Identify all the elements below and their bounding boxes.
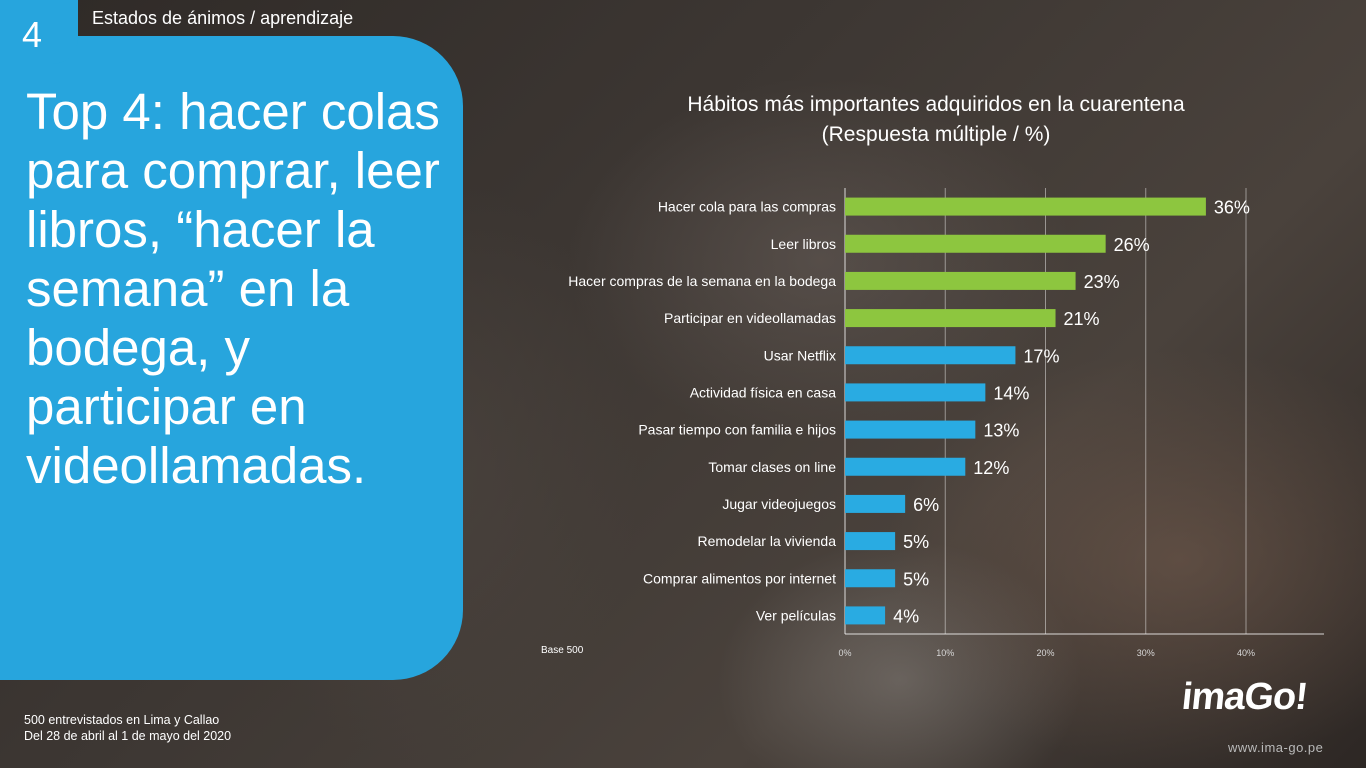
data-label: 13%	[983, 421, 1019, 441]
bar	[845, 271, 1076, 290]
category-label: Jugar videojuegos	[722, 496, 836, 512]
category-label: Comprar alimentos por internet	[643, 570, 836, 586]
imago-logo: imaGo!	[1179, 676, 1310, 718]
base-label: Base 500	[541, 645, 584, 656]
data-label: 23%	[1084, 272, 1120, 292]
data-label: 21%	[1064, 309, 1100, 329]
category-label: Actividad física en casa	[690, 384, 837, 400]
chart-title: Hábitos más importantes adquiridos en la…	[586, 90, 1286, 150]
headline: Top 4: hacer colas para comprar, leer li…	[26, 83, 440, 494]
data-label: 26%	[1114, 235, 1150, 255]
x-tick-label: 30%	[1137, 648, 1155, 658]
data-label: 36%	[1214, 198, 1250, 218]
bar	[845, 234, 1106, 253]
bar	[845, 457, 966, 476]
x-tick-label: 0%	[838, 648, 851, 658]
bar	[845, 532, 896, 551]
category-label: Tomar clases on line	[708, 459, 836, 475]
bar	[845, 420, 976, 439]
data-label: 4%	[893, 606, 919, 626]
bar	[845, 197, 1206, 216]
x-tick-label: 40%	[1237, 648, 1255, 658]
x-tick-label: 20%	[1036, 648, 1054, 658]
data-label: 5%	[903, 569, 929, 589]
category-label: Hacer compras de la semana en la bodega	[568, 273, 836, 289]
headline-panel	[0, 36, 463, 680]
bar	[845, 346, 1016, 365]
website-url: www.ima-go.pe	[1228, 740, 1324, 755]
footnote-dates: Del 28 de abril al 1 de mayo del 2020	[24, 729, 232, 743]
bar	[845, 383, 986, 402]
footnote-sample: 500 entrevistados en Lima y Callao	[24, 713, 220, 727]
x-tick-label: 10%	[936, 648, 954, 658]
category-label: Remodelar la vivienda	[697, 533, 836, 549]
category-label: Hacer cola para las compras	[658, 199, 836, 215]
data-label: 6%	[913, 495, 939, 515]
category-label: Usar Netflix	[764, 347, 836, 363]
bar	[845, 309, 1056, 328]
data-label: 14%	[993, 383, 1029, 403]
chart-title-line2: (Respuesta múltiple / %)	[821, 123, 1051, 146]
bar	[845, 606, 886, 625]
data-label: 12%	[973, 458, 1009, 478]
footnote: 500 entrevistados en Lima y Callao Del 2…	[24, 712, 231, 744]
chart-title-line1: Hábitos más importantes adquiridos en la…	[687, 93, 1185, 116]
slide-number: 4	[0, 0, 78, 64]
category-label: Ver películas	[756, 607, 836, 623]
section-title: Estados de ánimos / aprendizaje	[92, 8, 354, 28]
category-label: Pasar tiempo con familia e hijos	[638, 422, 836, 438]
bar	[845, 569, 896, 588]
category-label: Participar en videollamadas	[664, 310, 836, 326]
bar	[845, 494, 906, 513]
data-label: 17%	[1023, 346, 1059, 366]
category-label: Leer libros	[771, 236, 836, 252]
data-label: 5%	[903, 532, 929, 552]
